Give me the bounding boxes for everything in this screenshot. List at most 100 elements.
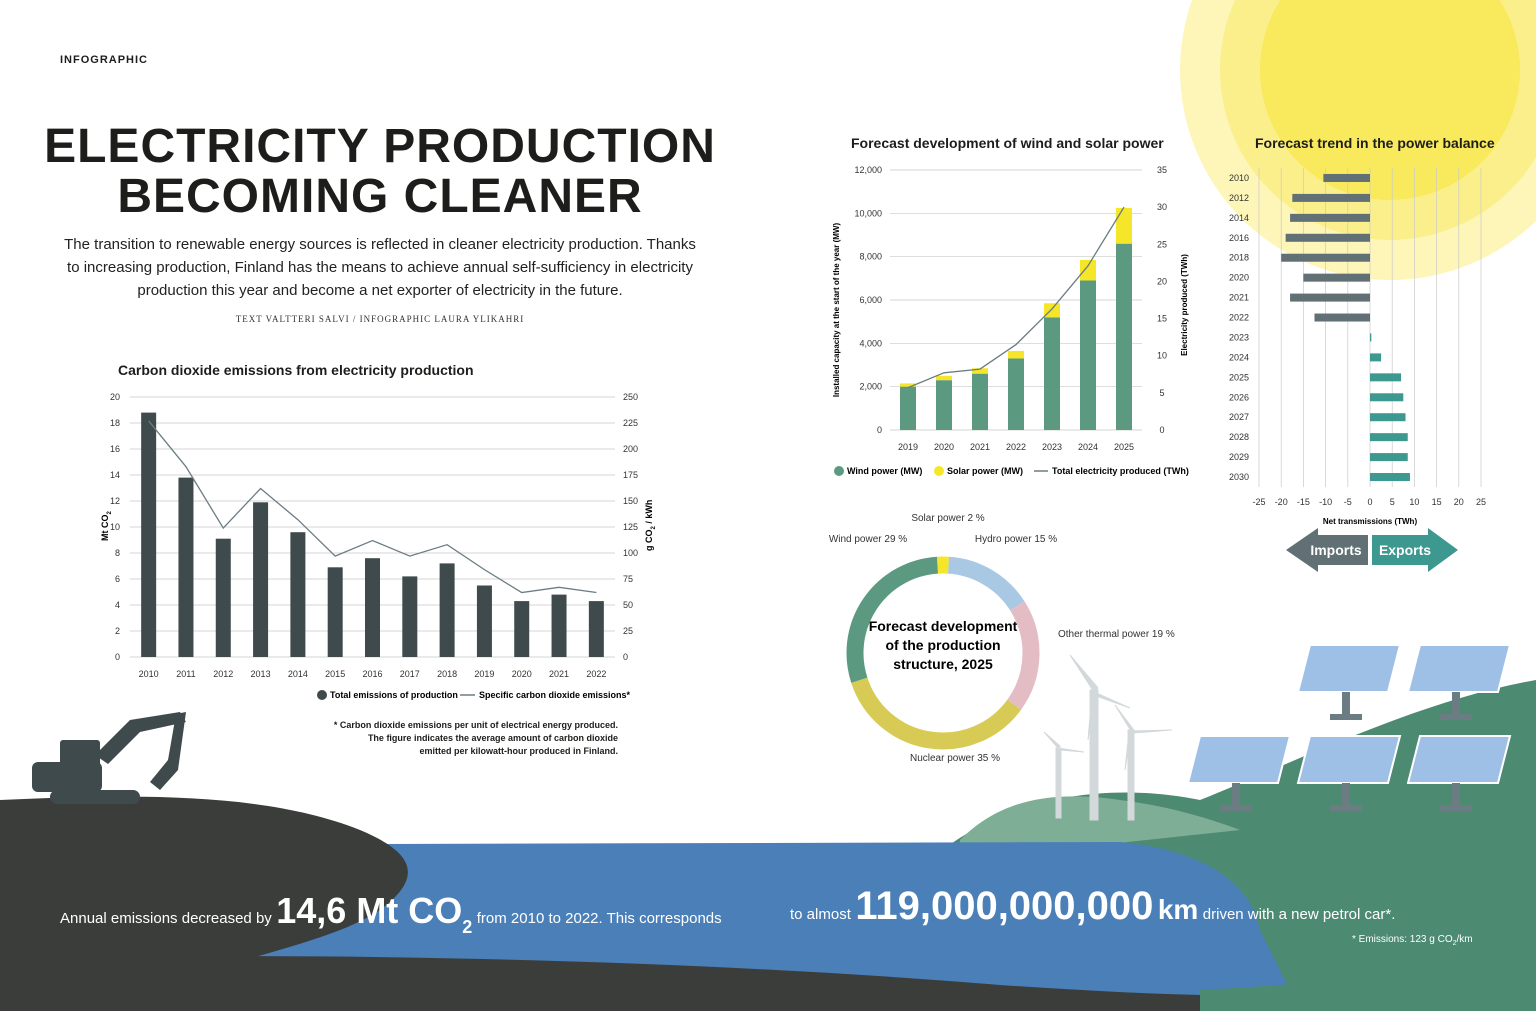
y-tick-label: 4 <box>115 600 120 610</box>
bar-solar-power <box>900 383 916 387</box>
x-tick-label: 2011 <box>176 669 195 679</box>
co2-footnote: * Carbon dioxide emissions per unit of e… <box>298 719 618 758</box>
legend-label-specific: Specific carbon dioxide emissions* <box>479 690 631 700</box>
balance-bar <box>1370 393 1404 402</box>
y-tick-label: 2030 <box>1229 472 1249 482</box>
balance-bar <box>1370 473 1410 482</box>
balance-bar <box>1314 313 1370 322</box>
total-electricity-line <box>907 206 1125 389</box>
emissions-note-subscript: 2 <box>1452 940 1457 947</box>
x-tick-label: -10 <box>1319 497 1332 507</box>
co2-emissions-chart: 0246810121416182002550751001251501752002… <box>100 392 657 700</box>
x-tick-label: 2022 <box>586 669 606 679</box>
donut-slice-label: Other thermal power 19 % <box>1058 629 1175 640</box>
donut-slice-label: Solar power 2 % <box>911 513 984 524</box>
solar-panel <box>1406 644 1512 720</box>
y2-tick-label: 5 <box>1159 388 1164 398</box>
balance-bar <box>1292 193 1370 202</box>
x-tick-label: 15 <box>1432 497 1442 507</box>
y-tick-label: 2027 <box>1229 412 1249 422</box>
bar-total-emissions <box>551 594 567 657</box>
emissions-note-tail: /km <box>1456 934 1473 945</box>
solar-panel <box>1406 735 1512 811</box>
y2-tick-label: 30 <box>1157 202 1167 212</box>
donut-slice <box>1007 601 1040 710</box>
x-tick-label: 2016 <box>362 669 382 679</box>
exports-label: Exports <box>1379 542 1431 558</box>
bar-total-emissions <box>178 477 194 657</box>
bar-solar-power <box>936 375 952 381</box>
x-axis-label: Net transmissions (TWh) <box>1323 517 1418 526</box>
production-structure-donut: Solar power 2 % Hydro power 15 % Other the… <box>829 513 1175 764</box>
wind-solar-chart: 0 2,000 4,000 6,000 8,000 10,000 12,000 0 5 10 15 2… <box>832 165 1189 476</box>
donut-slice <box>851 677 1022 750</box>
y-tick-label: 10 <box>110 522 120 532</box>
balance-bar <box>1281 253 1370 262</box>
x-tick-label: -20 <box>1275 497 1288 507</box>
bar-wind-power <box>1116 243 1132 430</box>
bar-total-emissions <box>141 412 157 657</box>
bar-wind-power <box>936 380 952 430</box>
dark-hill <box>0 796 408 1011</box>
emissions-decrease-subscript: 2 <box>462 917 473 937</box>
y2-tick-label: 0 <box>623 652 628 662</box>
bar-total-emissions <box>365 558 380 657</box>
bar-wind-power <box>1044 317 1060 430</box>
bar-total-emissions <box>439 563 455 657</box>
page-title-line1: ELECTRICITY PRODUCTION <box>44 120 716 173</box>
y-tick-label: 2014 <box>1229 213 1249 223</box>
bar-wind-power <box>900 386 916 430</box>
legend-label-wind: Wind power (MW) <box>847 466 922 476</box>
y-tick-label: 8 <box>115 548 120 558</box>
x-tick-label: 2019 <box>898 442 918 452</box>
balance-bar <box>1370 333 1372 342</box>
y2-tick-label: 35 <box>1157 165 1167 175</box>
y2-tick-label: 150 <box>623 496 638 506</box>
balance-bar <box>1323 173 1370 182</box>
x-tick-label: 2012 <box>213 669 233 679</box>
y-tick-label: 12 <box>110 496 120 506</box>
y-tick-label: 6 <box>115 574 120 584</box>
credits: TEXT VALTTERI SALVI / INFOGRAPHIC LAURA … <box>235 314 525 324</box>
dark-ground <box>0 956 1536 1011</box>
y-tick-label: 2028 <box>1229 432 1249 442</box>
bar-total-emissions <box>290 532 306 657</box>
y2-tick-label: 50 <box>623 600 633 610</box>
emissions-footnote: * Emissions: 123 g CO2/km <box>1352 934 1473 947</box>
y2-tick-label: 10 <box>1157 351 1167 361</box>
solar-panels <box>1186 644 1512 811</box>
donut-center-label: Forecast development <box>869 618 1018 634</box>
x-tick-label: 5 <box>1390 497 1395 507</box>
y-tick-label: 2021 <box>1229 293 1249 303</box>
legend-marker-total <box>317 690 327 700</box>
y-tick-label: 2024 <box>1229 352 1249 362</box>
balance-bar <box>1370 453 1408 462</box>
section-tag: INFOGRAPHIC <box>60 54 148 66</box>
donut-center-label: of the production <box>885 637 1000 653</box>
y-tick-label: 2016 <box>1229 233 1249 243</box>
bottom-text-part1: Annual emissions decreased by <box>60 910 272 927</box>
y2-tick-label: 125 <box>623 522 638 532</box>
sun <box>1260 0 1520 200</box>
bar-solar-power <box>972 368 988 374</box>
y-tick-label: 20 <box>110 392 120 402</box>
y-tick-label: 8,000 <box>859 252 882 262</box>
solar-panel <box>1186 735 1292 811</box>
y-axis-label: Installed capacity at the start of the y… <box>832 223 841 398</box>
y2-tick-label: 200 <box>623 444 638 454</box>
footnote-line: emitted per kilowatt-hour produced in Fi… <box>419 746 618 756</box>
km-equivalent-value: 119,000,000,000 <box>855 884 1154 928</box>
bar-solar-power <box>1080 259 1096 281</box>
y2-tick-label: 25 <box>1157 239 1167 249</box>
page-title: ELECTRICITY PRODUCTION BECOMING CLEANER <box>40 122 720 222</box>
y2-axis-label-subscript: 2 <box>651 526 657 530</box>
x-tick-label: 2017 <box>400 669 420 679</box>
x-tick-label: 2014 <box>288 669 308 679</box>
bar-total-emissions <box>514 601 530 657</box>
x-tick-label: 2020 <box>512 669 532 679</box>
y-axis-label: Mt CO2 <box>100 511 113 542</box>
bottom-text-part2: from 2010 to 2022. This corresponds <box>476 910 722 927</box>
power-balance-chart-title: Forecast trend in the power balance <box>1255 135 1495 151</box>
y-tick-label: 2012 <box>1229 193 1249 203</box>
